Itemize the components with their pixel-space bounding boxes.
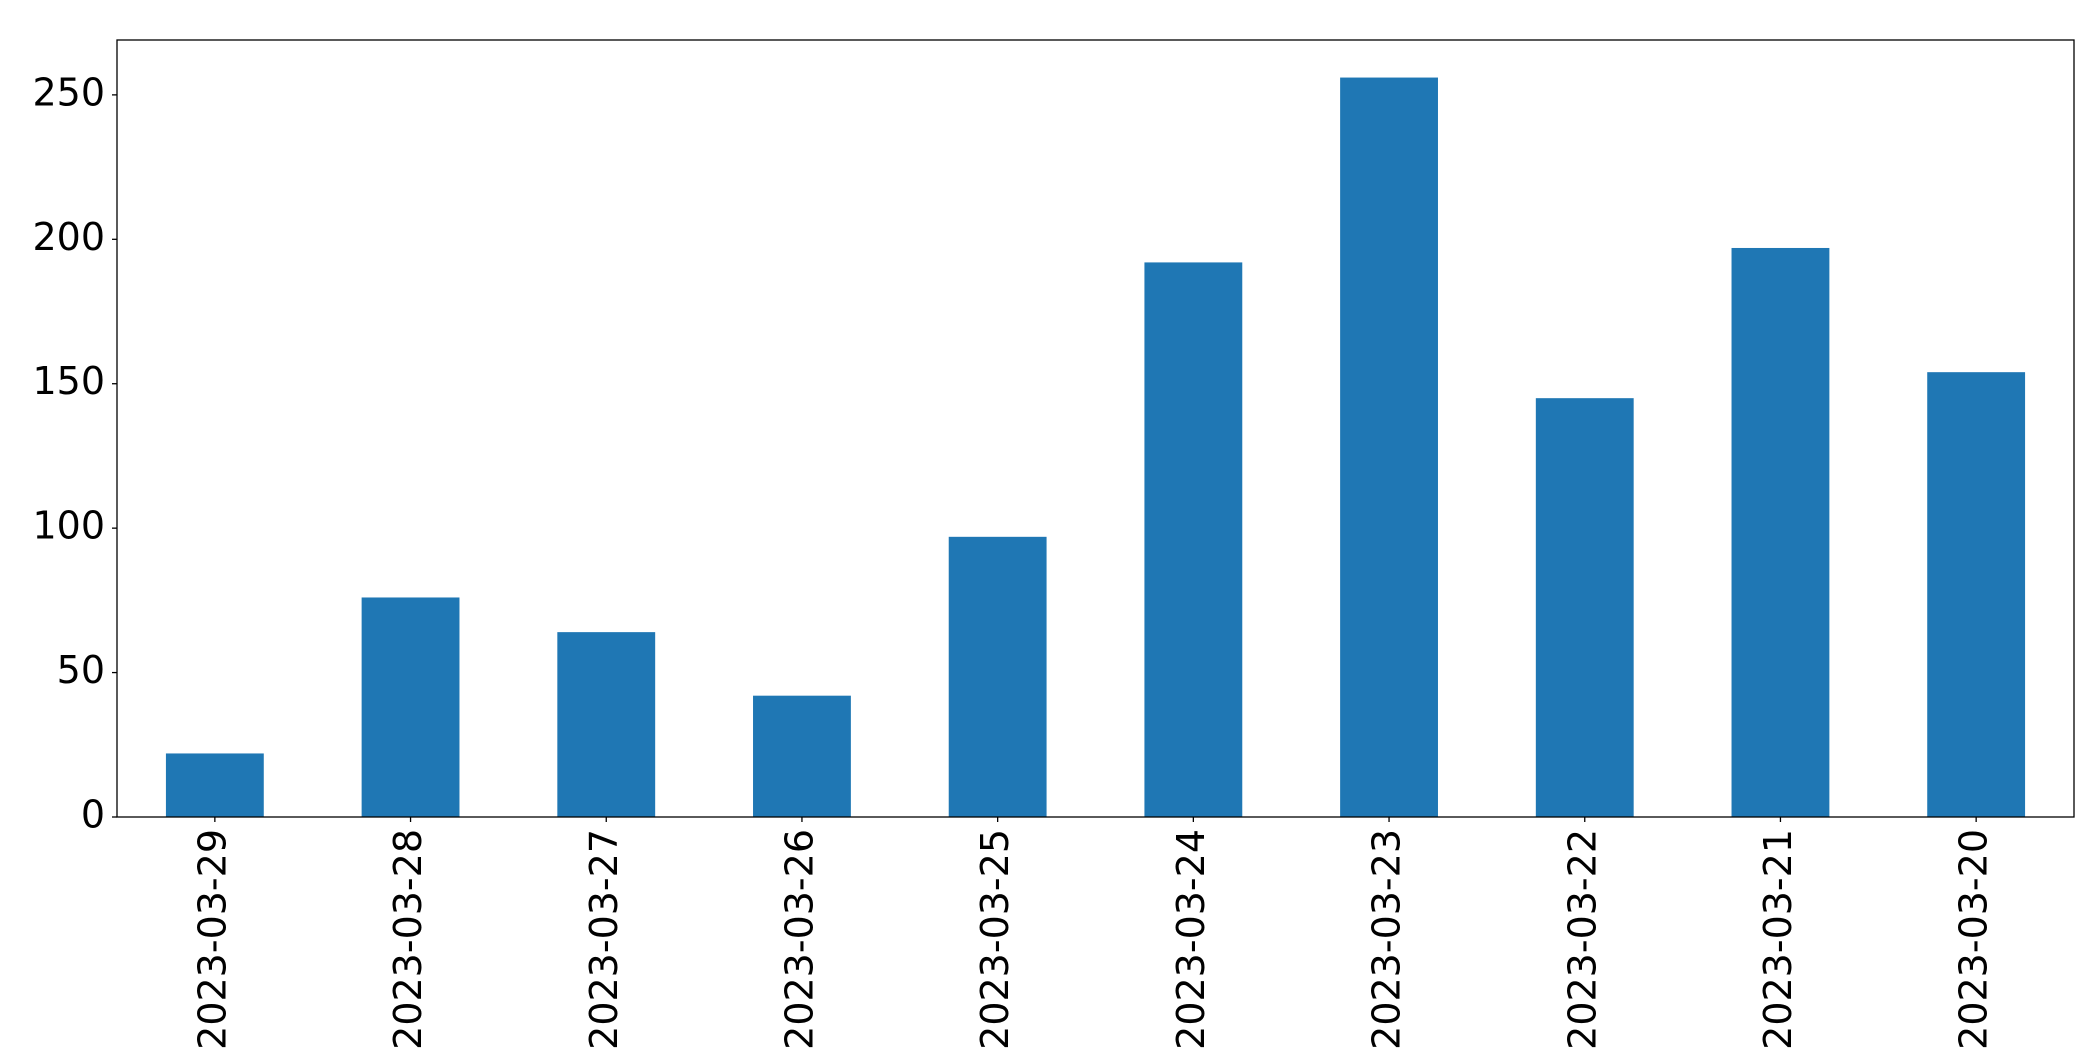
x-tick-label: 2023-03-20: [1952, 829, 1996, 1050]
x-tick-label: 2023-03-24: [1169, 829, 1213, 1050]
y-tick-label: 50: [57, 648, 105, 692]
plot-frame: [116, 39, 2075, 818]
bar: [1731, 247, 1830, 817]
bar: [1535, 398, 1634, 817]
x-tick-label: 2023-03-26: [777, 829, 821, 1050]
x-tick-label: 2023-03-22: [1560, 829, 1604, 1050]
x-tick-label: 2023-03-27: [582, 829, 626, 1050]
y-tick-label: 250: [32, 70, 105, 114]
bar: [165, 753, 264, 817]
x-tick-label: 2023-03-28: [386, 829, 430, 1050]
y-tick-label: 0: [81, 793, 105, 837]
bar: [753, 695, 851, 817]
x-tick-label: 2023-03-29: [190, 829, 234, 1050]
x-tick-label: 2023-03-21: [1756, 829, 1800, 1050]
bar: [557, 632, 656, 817]
y-tick-label: 200: [32, 215, 105, 259]
bar: [948, 536, 1047, 817]
y-tick-label: 100: [32, 504, 105, 548]
y-tick-label: 150: [32, 359, 105, 403]
bar: [361, 597, 460, 817]
bar: [1927, 372, 2026, 817]
bar: [1340, 77, 1438, 818]
x-tick-label: 2023-03-23: [1365, 829, 1409, 1050]
bar: [1144, 262, 1243, 818]
x-tick-label: 2023-03-25: [973, 829, 1017, 1050]
